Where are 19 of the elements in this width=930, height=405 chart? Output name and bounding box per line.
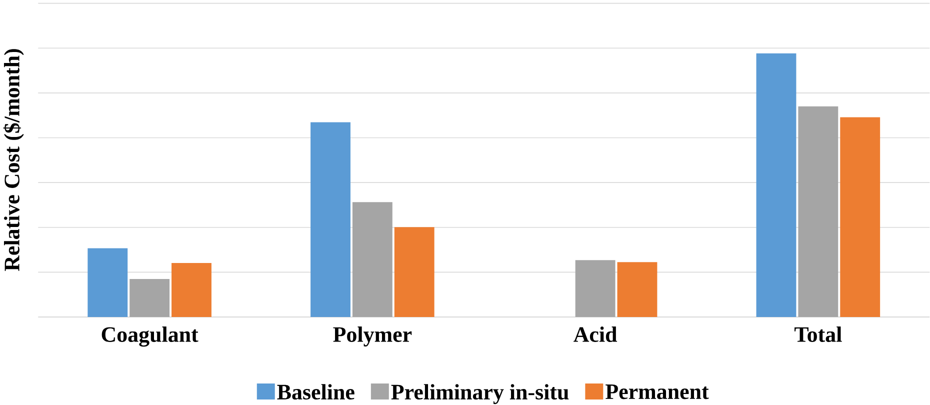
bar xyxy=(575,260,616,318)
legend-label: Preliminary in-situ xyxy=(391,384,569,404)
y-axis-title: Relative Cost ($/month) xyxy=(3,49,24,272)
bar xyxy=(756,54,796,318)
bar xyxy=(172,263,212,318)
x-tick-label: Total xyxy=(794,326,842,342)
x-tick-label: Acid xyxy=(574,326,618,342)
bar xyxy=(840,117,880,318)
bar xyxy=(310,122,350,318)
bar xyxy=(88,248,128,318)
x-tick-label: Coagulant xyxy=(102,326,198,347)
legend-label: Permanent xyxy=(606,384,709,400)
bar xyxy=(394,227,434,318)
x-tick-label: Polymer xyxy=(333,326,412,347)
bar xyxy=(798,106,838,318)
bar xyxy=(352,202,392,318)
legend-label: Baseline xyxy=(277,384,354,400)
bar xyxy=(130,279,170,318)
bar xyxy=(617,262,658,318)
